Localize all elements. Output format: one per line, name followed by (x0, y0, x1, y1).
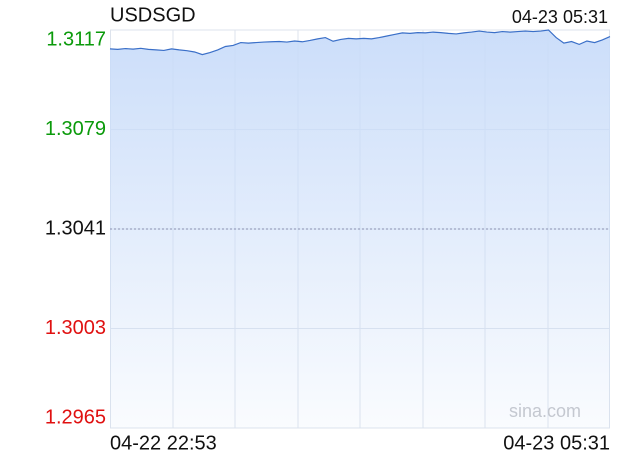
x-tick-label: 04-23 05:31 (503, 432, 610, 454)
line (109, 29, 611, 56)
y-tick-label: 1.3117 (46, 28, 106, 50)
timestamp: 04-23 05:31 (512, 7, 608, 27)
y-tick-label: 1.3041 (45, 217, 106, 239)
y-tick-label: 1.3079 (45, 118, 106, 140)
x-tick-label: 04-22 22:53 (110, 432, 217, 454)
y-tick-label: 1.3003 (45, 317, 106, 339)
y-tick-label: 1.2965 (45, 406, 106, 428)
chart-title: USDSGD (110, 4, 196, 26)
watermark: sina.com (509, 401, 581, 421)
